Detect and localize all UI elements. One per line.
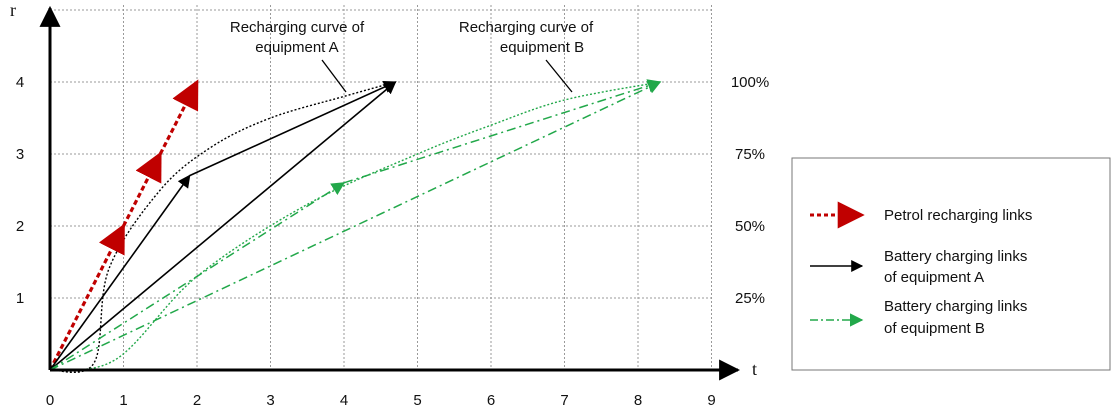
legend-battery-a-line1: Battery charging links (884, 248, 1027, 265)
charging-links (48, 79, 662, 371)
annotation-curve-b-line1: Recharging curve of (459, 19, 594, 36)
x-tick-label: 8 (634, 392, 642, 409)
x-tick-label: 1 (119, 392, 127, 409)
x-tick-label: 4 (340, 392, 348, 409)
right-tick-label: 50% (735, 218, 765, 235)
x-tick-label: 0 (46, 392, 54, 409)
x-tick-label: 3 (266, 392, 274, 409)
annotation-curve-a-line1: Recharging curve of (230, 19, 365, 36)
legend-petrol-label: Petrol recharging links (884, 207, 1032, 224)
battery-a-link (49, 174, 191, 371)
annotation-curve-a-leader (321, 59, 347, 93)
y-tick-label: 1 (16, 290, 24, 307)
recharging-curves (49, 81, 661, 373)
recharging-curve-b (49, 81, 661, 371)
annotation-curve-b-leader (545, 59, 573, 93)
legend-battery-b-line1: Battery charging links (884, 298, 1027, 315)
y-tick-label: 2 (16, 218, 24, 235)
x-axis-label: t (752, 359, 757, 379)
legend-box (791, 157, 1111, 371)
annotation-curve-a-line2: equipment A (255, 39, 338, 56)
y-tick-label: 3 (16, 146, 24, 163)
right-tick-label: 100% (731, 74, 769, 91)
annotation-curve-a: Recharging curve of equipment A (230, 19, 365, 93)
annotation-curve-b-line2: equipment B (500, 39, 584, 56)
battery-b-link (49, 81, 662, 371)
recharging-curve-a (49, 81, 396, 373)
legend-battery-a-line2: of equipment A (884, 269, 984, 286)
battery-a-link (189, 80, 397, 177)
annotation-curve-b: Recharging curve of equipment B (459, 19, 594, 93)
petrol-link (158, 79, 199, 155)
legend-battery-b-line2: of equipment B (884, 320, 985, 337)
legend: Petrol recharging links Battery charging… (791, 157, 1111, 371)
x-tick-label: 2 (193, 392, 201, 409)
x-tick-label: 5 (413, 392, 421, 409)
right-tick-label: 25% (735, 290, 765, 307)
x-tick-label: 9 (707, 392, 715, 409)
battery-a-link (49, 81, 397, 371)
y-tick-label: 4 (16, 74, 24, 91)
battery-b-link (49, 182, 346, 371)
right-tick-label: 75% (735, 146, 765, 163)
y-axis-label: r (10, 0, 16, 20)
petrol-link (48, 223, 125, 371)
battery-b-link (343, 79, 662, 184)
x-tick-label: 6 (487, 392, 495, 409)
x-tick-label: 7 (560, 392, 568, 409)
grid-lines (50, 5, 712, 370)
petrol-link (122, 151, 162, 227)
